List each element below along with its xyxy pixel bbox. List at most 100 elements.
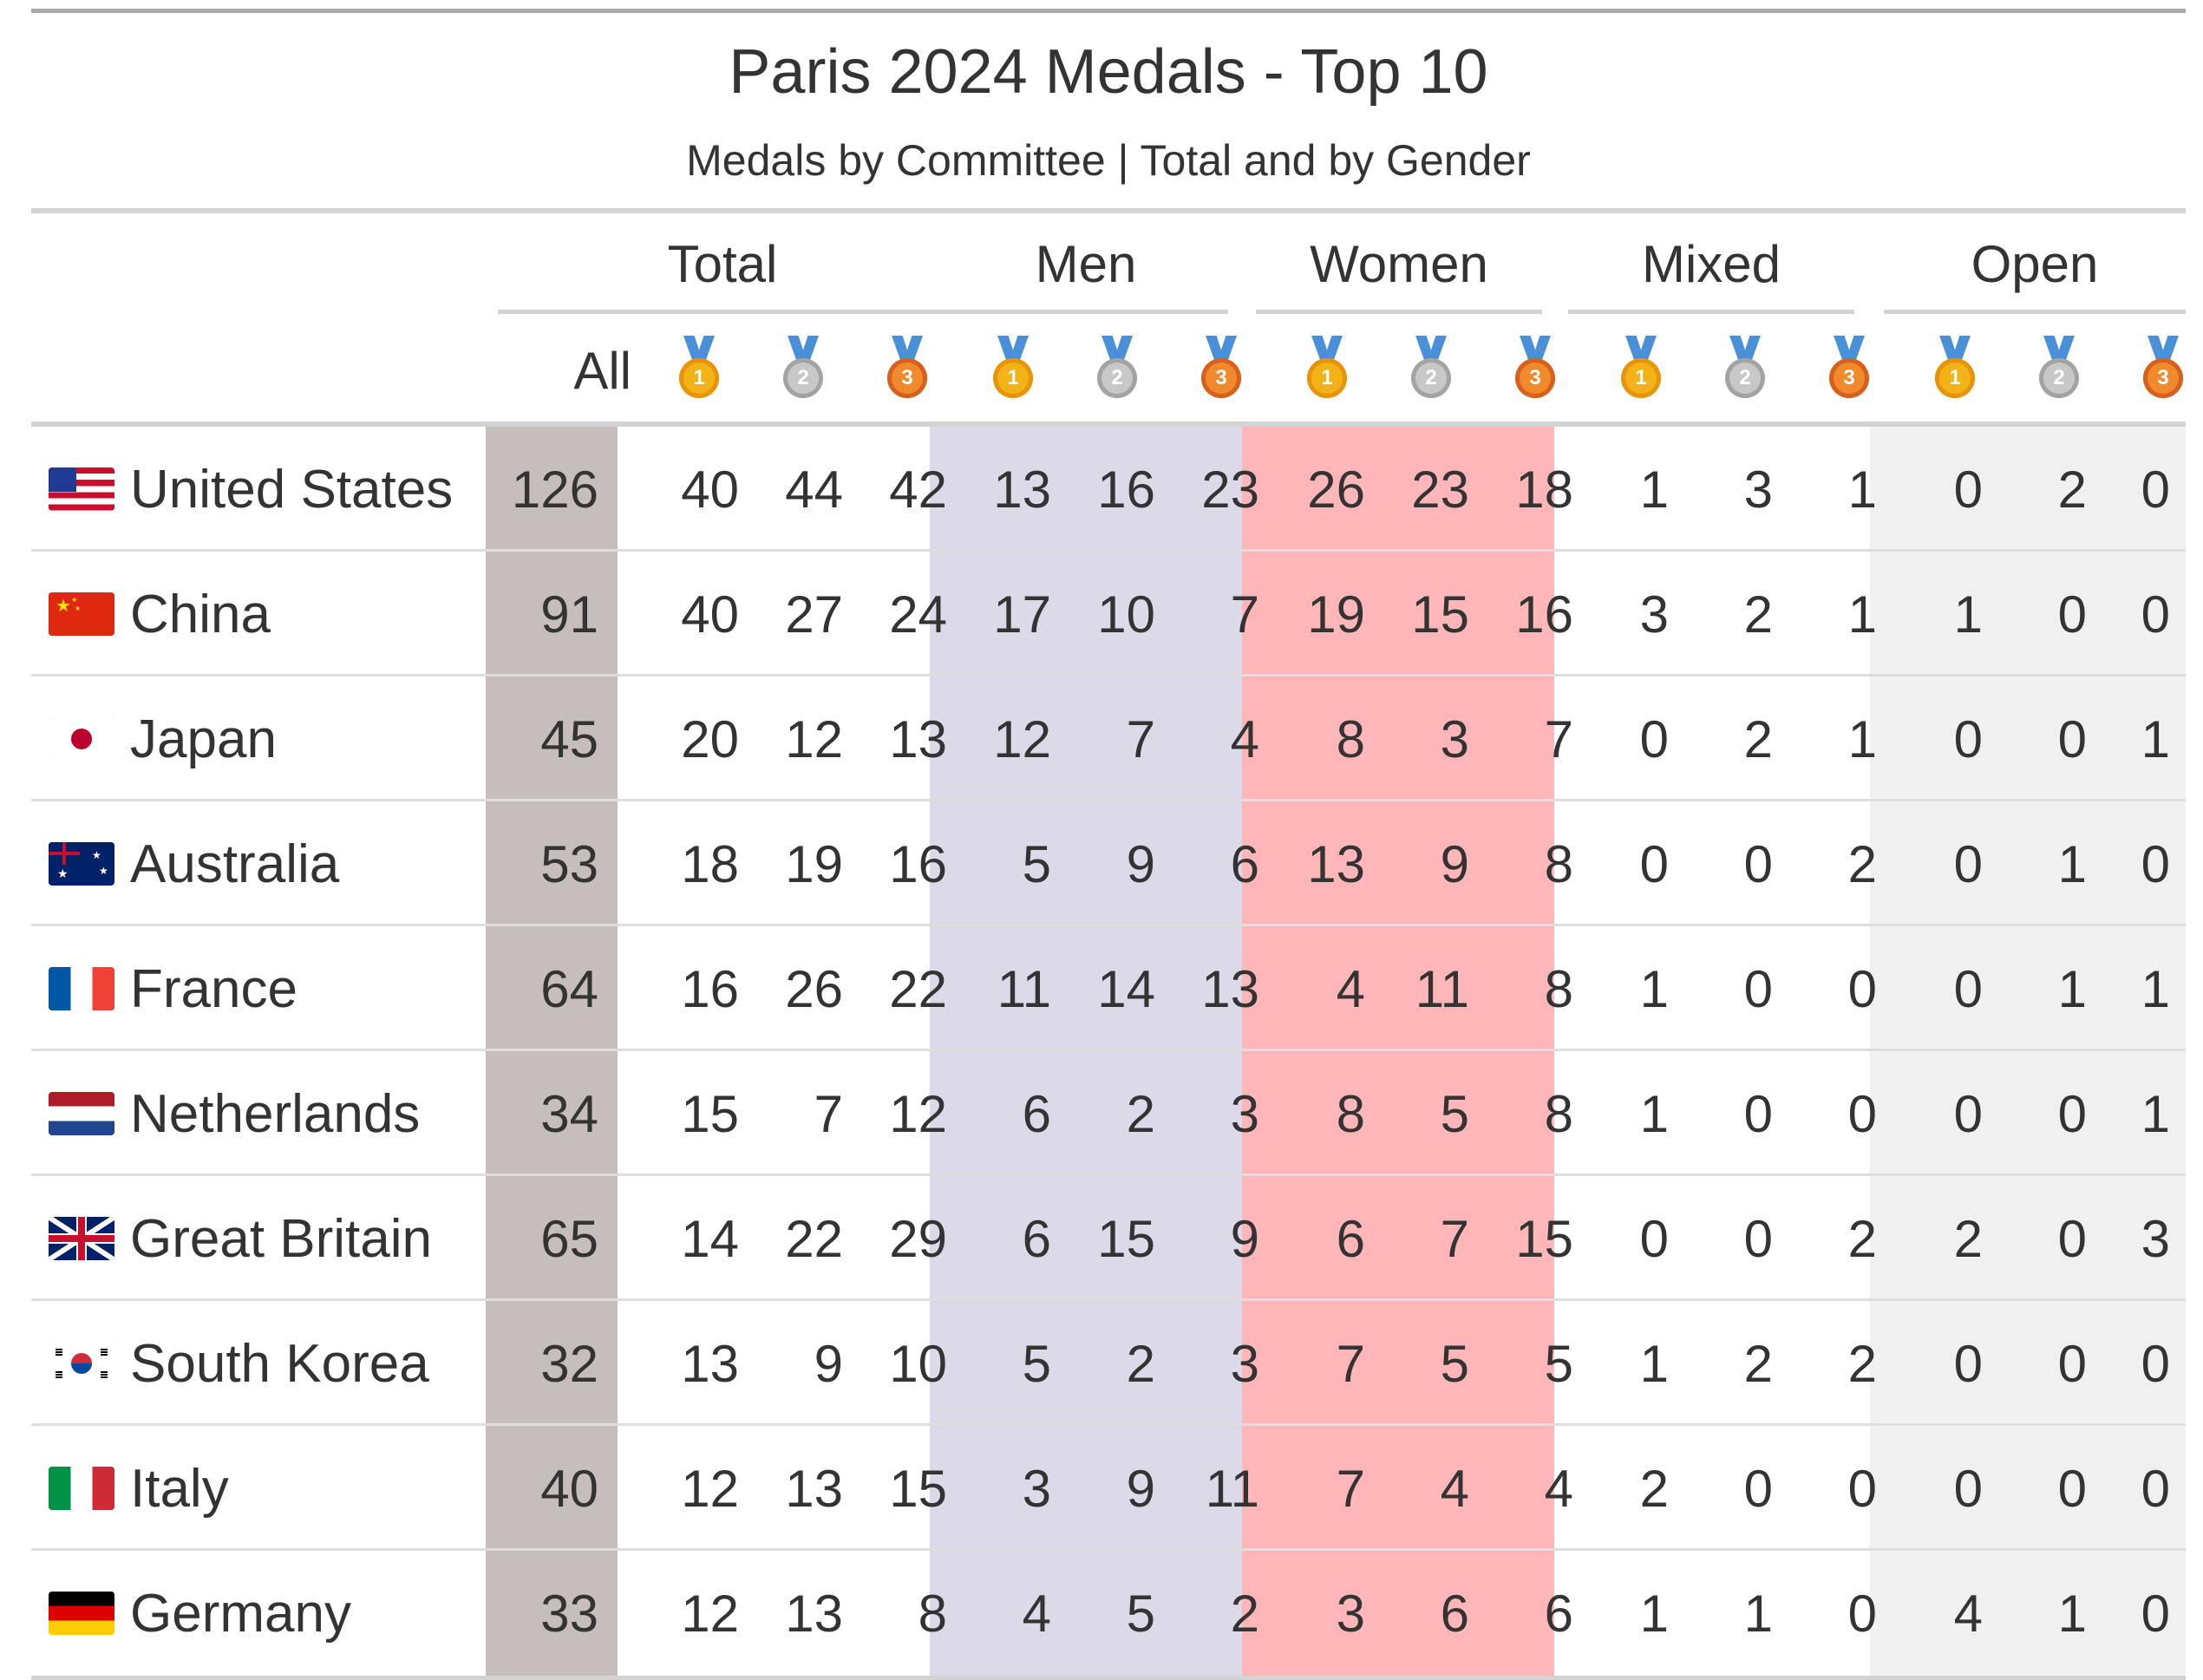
medal-count-cell: 0 (2141, 460, 2170, 519)
medal-count-cell: 15 (681, 1084, 739, 1143)
bronze-medal-icon: 3 (884, 336, 931, 405)
table-row: Netherlands 34 15 7 12 6 2 3 8 5 8 1 0 0 0 0 1 (31, 1051, 2186, 1176)
medal-count-cell: 4 (1336, 959, 1365, 1018)
country-name: United States (130, 459, 454, 520)
medal-count-cell: 0 (2057, 1334, 2087, 1393)
medal-count-cell: 26 (785, 959, 843, 1018)
medal-count-cell: 2 (1126, 1334, 1155, 1393)
medal-count-cell: 4 (1022, 1584, 1051, 1643)
medal-count-cell: 1 (1953, 585, 1983, 644)
country-cell: Japan (49, 677, 277, 801)
row-divider (31, 1173, 2186, 1176)
country-name: France (130, 958, 297, 1019)
medal-count-cell: 2 (1230, 1584, 1259, 1643)
gold-medal-icon: 1 (676, 336, 722, 405)
medal-count-cell: 0 (1639, 834, 1669, 893)
spanner-label: Men (1035, 235, 1137, 293)
column-header-open-gold: 1 (1903, 331, 2007, 409)
row-divider (31, 1423, 2186, 1426)
column-header-men-gold: 1 (961, 331, 1065, 409)
column-header-total-silver: 2 (751, 331, 855, 409)
medal-count-cell: 40 (681, 460, 739, 519)
medal-count-cell: 11 (1205, 1459, 1259, 1518)
row-divider (31, 674, 2186, 677)
medal-count-cell: 0 (2141, 1459, 2170, 1518)
total-all-cell: 64 (540, 959, 598, 1018)
medal-count-cell: 22 (785, 1209, 843, 1268)
medal-count-cell: 2 (1743, 1334, 1773, 1393)
top-rule (31, 9, 2186, 13)
spanner-label: Mixed (1641, 235, 1781, 293)
medal-count-cell: 0 (2057, 1209, 2087, 1268)
medal-count-cell: 3 (1743, 460, 1773, 519)
medal-count-cell: 9 (1230, 1209, 1259, 1268)
medal-count-cell: 6 (1440, 1584, 1469, 1643)
medal-count-cell: 0 (2141, 1334, 2170, 1393)
medal-count-cell: 0 (1639, 1209, 1669, 1268)
medal-count-cell: 4 (1440, 1459, 1469, 1518)
medal-count-cell: 2 (1847, 1334, 1877, 1393)
medal-count-cell: 12 (785, 709, 843, 768)
medal-count-cell: 7 (1230, 585, 1259, 644)
medal-count-cell: 0 (1847, 959, 1877, 1018)
great-britain-flag-icon (49, 1217, 114, 1260)
column-header-open-silver: 2 (2007, 331, 2111, 409)
medal-count-cell: 2 (1847, 834, 1877, 893)
gold-medal-icon: 1 (990, 336, 1036, 405)
bottom-rule (31, 1676, 2186, 1680)
medal-count-cell: 20 (681, 709, 739, 768)
medal-count-cell: 10 (1097, 585, 1155, 644)
country-name: Italy (130, 1458, 229, 1519)
italy-flag-icon (49, 1467, 114, 1510)
medal-count-cell: 6 (1022, 1084, 1051, 1143)
medal-count-cell: 0 (1639, 709, 1669, 768)
medal-count-cell: 10 (889, 1334, 947, 1393)
medal-count-cell: 0 (2141, 1584, 2170, 1643)
medal-count-cell: 0 (1953, 460, 1983, 519)
medal-count-cell: 15 (1097, 1209, 1155, 1268)
medal-count-cell: 5 (1440, 1334, 1469, 1393)
medal-count-cell: 8 (1544, 959, 1573, 1018)
row-divider (31, 1548, 2186, 1551)
country-cell: Italy (49, 1426, 229, 1551)
medal-count-cell: 5 (1544, 1334, 1573, 1393)
medal-count-cell: 1 (1847, 709, 1877, 768)
medal-count-cell: 23 (1411, 460, 1469, 519)
medal-count-cell: 0 (1953, 1084, 1983, 1143)
medal-count-cell: 1 (1639, 959, 1669, 1018)
medal-count-cell: 15 (889, 1459, 947, 1518)
total-all-cell: 32 (540, 1334, 598, 1393)
silver-medal-icon: 2 (1722, 336, 1768, 405)
medal-count-cell: 0 (1953, 709, 1983, 768)
south-korea-flag-icon (49, 1342, 114, 1385)
medal-count-cell: 16 (1515, 585, 1573, 644)
australia-flag-icon: ★ ★ ★ (49, 842, 114, 886)
medal-count-cell: 29 (889, 1209, 947, 1268)
total-all-cell: 126 (511, 460, 598, 519)
medal-count-cell: 16 (681, 959, 739, 1018)
column-header-total-bronze: 3 (855, 331, 959, 409)
table-row: Japan 45 20 12 13 12 7 4 8 3 7 0 2 1 0 0 1 (31, 677, 2186, 801)
bronze-medal-icon: 3 (1198, 336, 1245, 405)
silver-medal-icon: 2 (2036, 336, 2082, 405)
all-column-band (486, 427, 618, 1676)
bronze-medal-icon: 3 (1512, 336, 1559, 405)
total-all-cell: 40 (540, 1459, 598, 1518)
country-cell: United States (49, 427, 453, 552)
medal-count-cell: 1 (1639, 1584, 1669, 1643)
medal-count-cell: 0 (1743, 1084, 1773, 1143)
netherlands-flag-icon (49, 1092, 114, 1135)
medal-count-cell: 0 (2141, 834, 2170, 893)
medal-count-cell: 11 (997, 959, 1051, 1018)
column-header-men-bronze: 3 (1169, 331, 1273, 409)
spanner-underline (1256, 310, 1542, 314)
us-flag-icon (49, 467, 114, 511)
medal-count-cell: 18 (1515, 460, 1573, 519)
medal-count-cell: 0 (1743, 1209, 1773, 1268)
medal-count-cell: 1 (1639, 1084, 1669, 1143)
country-cell: ★ ★ ★ China (49, 552, 271, 677)
country-name: China (130, 584, 271, 644)
medal-count-cell: 2 (1126, 1084, 1155, 1143)
header-rule (31, 208, 2186, 213)
table-row: ★ ★ ★ China 91 40 27 24 17 10 7 19 15 16 3 2 1 1 0 0 (31, 552, 2186, 677)
